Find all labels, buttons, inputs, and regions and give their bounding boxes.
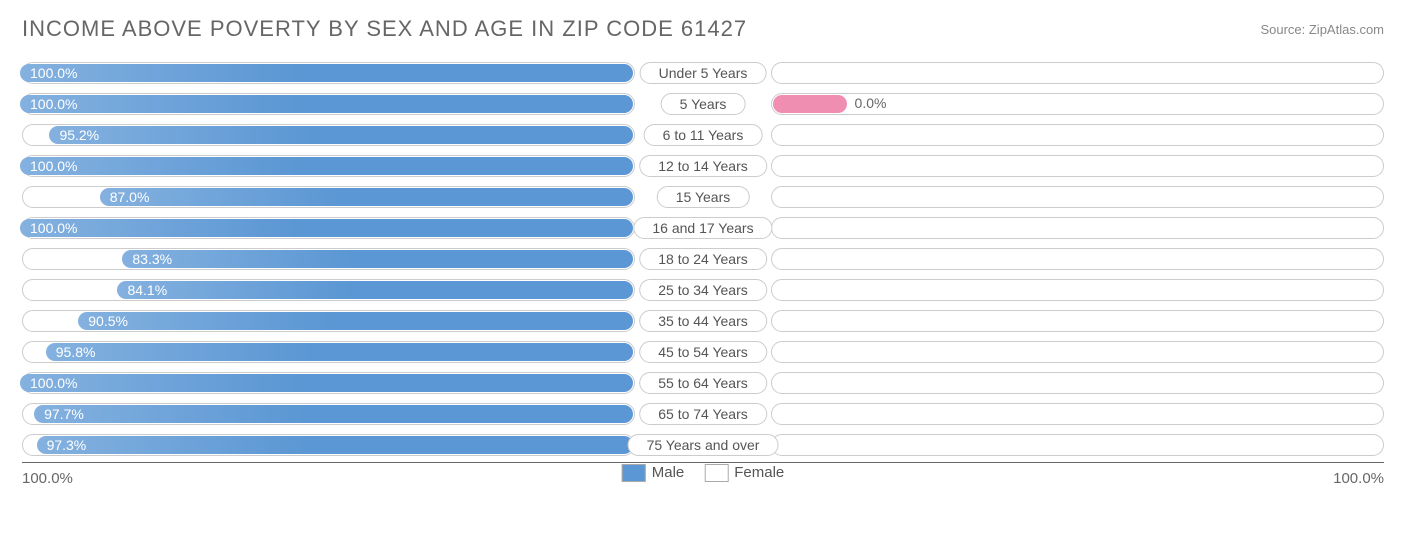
value-male: 100.0% xyxy=(20,158,87,174)
value-female: 88.1% xyxy=(1253,282,1313,298)
category-label: 16 and 17 Years xyxy=(633,217,772,239)
chart-row: 100.0% 0.0% 5 Years xyxy=(22,91,1384,117)
value-male: 95.8% xyxy=(46,344,106,360)
chart-header: INCOME ABOVE POVERTY BY SEX AND AGE IN Z… xyxy=(22,12,1384,46)
bar-female: 64.7% xyxy=(773,250,1170,268)
bar-female: 90.5% xyxy=(773,374,1328,392)
category-label: 25 to 34 Years xyxy=(639,279,767,301)
category-label: 65 to 74 Years xyxy=(639,403,767,425)
chart-title: INCOME ABOVE POVERTY BY SEX AND AGE IN Z… xyxy=(22,16,747,42)
bar-male: 95.2% xyxy=(49,126,633,144)
bar-male: 97.7% xyxy=(34,405,633,423)
bar-female xyxy=(773,95,847,113)
legend: Male Female xyxy=(622,464,785,482)
bar-female: 88.1% xyxy=(773,281,1313,299)
chart-row: 100.0% 100.0% 16 and 17 Years xyxy=(22,215,1384,241)
value-male: 95.2% xyxy=(49,127,109,143)
value-male: 100.0% xyxy=(20,375,87,391)
value-female: 61.0% xyxy=(1087,158,1147,174)
value-female: 86.1% xyxy=(1241,127,1301,143)
category-label: 45 to 54 Years xyxy=(639,341,767,363)
bar-male: 100.0% xyxy=(20,374,633,392)
value-female: 100.0% xyxy=(1319,65,1386,81)
bar-male: 100.0% xyxy=(20,64,633,82)
bar-male: 100.0% xyxy=(20,219,633,237)
chart-row: 95.2% 86.1% 6 to 11 Years xyxy=(22,122,1384,148)
x-axis: 100.0% 100.0% Male Female xyxy=(22,462,1384,463)
bar-male: 87.0% xyxy=(100,188,633,206)
chart-row: 97.3% 91.3% 75 Years and over xyxy=(22,432,1384,458)
value-male: 84.1% xyxy=(117,282,177,298)
category-label: Under 5 Years xyxy=(640,62,767,84)
chart-row: 100.0% 90.5% 55 to 64 Years xyxy=(22,370,1384,396)
bar-female: 100.0% xyxy=(773,343,1386,361)
category-label: 12 to 14 Years xyxy=(639,155,767,177)
value-female: 64.7% xyxy=(1110,251,1170,267)
bar-male: 97.3% xyxy=(37,436,633,454)
bar-female: 78.8% xyxy=(773,312,1256,330)
legend-label-female: Female xyxy=(734,464,784,481)
bar-female: 100.0% xyxy=(773,219,1386,237)
chart-row: 100.0% 61.0% 12 to 14 Years xyxy=(22,153,1384,179)
chart-row: 87.0% 100.0% 15 Years xyxy=(22,184,1384,210)
bar-male: 83.3% xyxy=(122,250,633,268)
bar-female: 100.0% xyxy=(773,64,1386,82)
axis-label-right: 100.0% xyxy=(1333,470,1384,487)
category-label: 35 to 44 Years xyxy=(639,310,767,332)
value-male: 97.7% xyxy=(34,406,94,422)
value-female: 97.6% xyxy=(1312,406,1372,422)
legend-label-male: Male xyxy=(652,464,685,481)
legend-swatch-male xyxy=(622,464,646,482)
chart-row: 83.3% 64.7% 18 to 24 Years xyxy=(22,246,1384,272)
bar-male: 100.0% xyxy=(20,95,633,113)
category-label: 75 Years and over xyxy=(628,434,779,456)
value-female: 0.0% xyxy=(855,95,887,111)
butterfly-chart: INCOME ABOVE POVERTY BY SEX AND AGE IN Z… xyxy=(0,0,1406,559)
chart-row: 100.0% 100.0% Under 5 Years xyxy=(22,60,1384,86)
value-female: 100.0% xyxy=(1319,344,1386,360)
category-label: 5 Years xyxy=(661,93,746,115)
value-female: 100.0% xyxy=(1319,220,1386,236)
category-label: 18 to 24 Years xyxy=(639,248,767,270)
chart-row: 95.8% 100.0% 45 to 54 Years xyxy=(22,339,1384,365)
legend-item-male: Male xyxy=(622,464,685,482)
chart-row: 90.5% 78.8% 35 to 44 Years xyxy=(22,308,1384,334)
bar-female: 91.3% xyxy=(773,436,1333,454)
category-label: 15 Years xyxy=(657,186,750,208)
value-male: 90.5% xyxy=(78,313,138,329)
value-male: 83.3% xyxy=(122,251,182,267)
chart-rows: 100.0% 100.0% Under 5 Years 100.0% 0.0% 5 Yea… xyxy=(22,60,1384,458)
category-label: 55 to 64 Years xyxy=(639,372,767,394)
chart-row: 84.1% 88.1% 25 to 34 Years xyxy=(22,277,1384,303)
bar-male: 95.8% xyxy=(46,343,633,361)
value-female: 78.8% xyxy=(1196,313,1256,329)
value-female: 91.3% xyxy=(1273,437,1333,453)
bar-male: 90.5% xyxy=(78,312,633,330)
value-female: 90.5% xyxy=(1268,375,1328,391)
value-male: 97.3% xyxy=(37,437,97,453)
chart-row: 97.7% 97.6% 65 to 74 Years xyxy=(22,401,1384,427)
bar-female: 97.6% xyxy=(773,405,1371,423)
bar-male: 84.1% xyxy=(117,281,633,299)
category-label: 6 to 11 Years xyxy=(644,124,763,146)
legend-swatch-female xyxy=(704,464,728,482)
value-male: 87.0% xyxy=(100,189,160,205)
axis-label-left: 100.0% xyxy=(22,470,73,487)
bar-female: 100.0% xyxy=(773,188,1386,206)
bar-female: 61.0% xyxy=(773,157,1147,175)
bar-female: 86.1% xyxy=(773,126,1301,144)
value-male: 100.0% xyxy=(20,96,87,112)
legend-item-female: Female xyxy=(704,464,784,482)
bar-male: 100.0% xyxy=(20,157,633,175)
value-female: 100.0% xyxy=(1319,189,1386,205)
value-male: 100.0% xyxy=(20,220,87,236)
chart-source: Source: ZipAtlas.com xyxy=(1260,22,1384,37)
value-male: 100.0% xyxy=(20,65,87,81)
